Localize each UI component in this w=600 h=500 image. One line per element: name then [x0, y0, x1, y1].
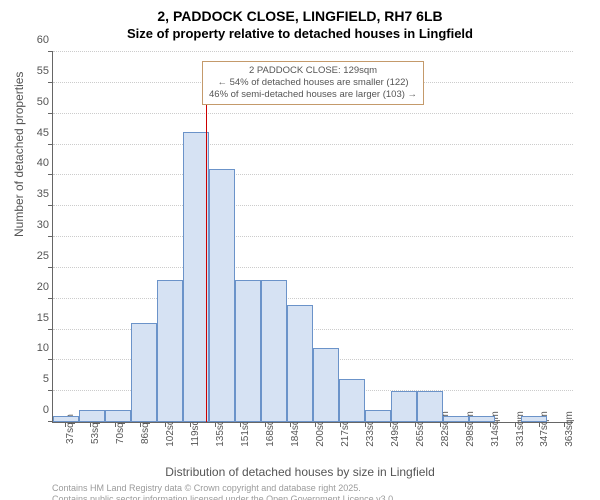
y-tick-label: 60 [37, 34, 53, 46]
y-tick-label: 5 [43, 373, 53, 385]
histogram-bar [53, 416, 79, 422]
y-tick-label: 20 [37, 281, 53, 293]
histogram-bar [287, 305, 313, 422]
grid-line [53, 236, 573, 237]
title-line-1: 2, PADDOCK CLOSE, LINGFIELD, RH7 6LB [0, 8, 600, 24]
histogram-bar [261, 280, 287, 422]
y-tick-mark [48, 144, 53, 145]
y-tick-mark [48, 174, 53, 175]
grid-line [53, 298, 573, 299]
chart-container: 2, PADDOCK CLOSE, LINGFIELD, RH7 6LB Siz… [0, 0, 600, 500]
histogram-bar [365, 410, 391, 422]
grid-line [53, 51, 573, 52]
y-tick-label: 45 [37, 127, 53, 139]
y-tick-mark [48, 329, 53, 330]
annotation-line: 46% of semi-detached houses are larger (… [209, 89, 417, 101]
y-tick-label: 0 [43, 404, 53, 416]
y-tick-label: 55 [37, 65, 53, 77]
grid-line [53, 267, 573, 268]
title-line-2: Size of property relative to detached ho… [0, 26, 600, 41]
x-axis-label: Distribution of detached houses by size … [0, 465, 600, 479]
histogram-bar [443, 416, 469, 422]
y-tick-mark [48, 205, 53, 206]
grid-line [53, 144, 573, 145]
y-tick-mark [48, 236, 53, 237]
annotation-line: 2 PADDOCK CLOSE: 129sqm [209, 65, 417, 77]
credit-line-1: Contains HM Land Registry data © Crown c… [52, 483, 361, 494]
y-tick-mark [48, 51, 53, 52]
y-tick-label: 40 [37, 157, 53, 169]
histogram-bar [235, 280, 261, 422]
reference-line [206, 83, 207, 422]
histogram-bar [521, 416, 547, 422]
grid-line [53, 205, 573, 206]
grid-line [53, 113, 573, 114]
y-tick-mark [48, 298, 53, 299]
histogram-bar [209, 169, 235, 422]
plot-area: 05101520253035404550556037sqm53sqm70sqm8… [52, 52, 573, 423]
y-axis-label: Number of detached properties [12, 72, 26, 237]
histogram-bar [157, 280, 183, 422]
histogram-bar [417, 391, 443, 422]
histogram-bar [469, 416, 495, 422]
annotation-line: ← 54% of detached houses are smaller (12… [209, 77, 417, 89]
y-tick-label: 35 [37, 188, 53, 200]
y-tick-label: 30 [37, 219, 53, 231]
histogram-bar [79, 410, 105, 422]
credit-line-2: Contains public sector information licen… [52, 494, 396, 500]
annotation-box: 2 PADDOCK CLOSE: 129sqm← 54% of detached… [202, 61, 424, 105]
y-tick-mark [48, 359, 53, 360]
histogram-bar [105, 410, 131, 422]
y-tick-label: 50 [37, 96, 53, 108]
y-tick-mark [48, 390, 53, 391]
histogram-bar [391, 391, 417, 422]
y-tick-mark [48, 267, 53, 268]
y-tick-label: 15 [37, 312, 53, 324]
histogram-bar [313, 348, 339, 422]
y-tick-mark [48, 113, 53, 114]
y-tick-label: 10 [37, 342, 53, 354]
histogram-bar [339, 379, 365, 422]
grid-line [53, 174, 573, 175]
x-tick-label: 363sqm [564, 411, 575, 447]
y-tick-label: 25 [37, 250, 53, 262]
histogram-bar [131, 323, 157, 422]
y-tick-mark [48, 82, 53, 83]
